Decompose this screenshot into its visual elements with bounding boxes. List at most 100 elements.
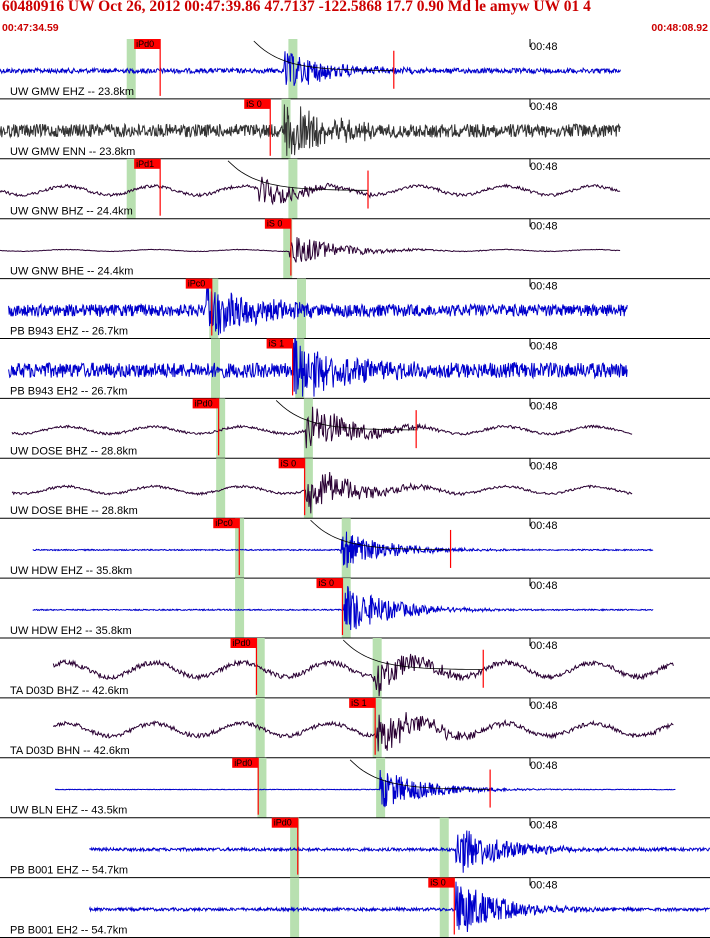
trace-label: TA D03D BHN -- 42.6km bbox=[10, 745, 130, 757]
waveform bbox=[89, 830, 710, 873]
pick-flag bbox=[134, 39, 161, 49]
pick-label: iS 0 bbox=[430, 878, 446, 888]
trace-row: iPc0 00:48 PB B943 EHZ -- 26.7km bbox=[0, 278, 710, 339]
pick-label: iS 0 bbox=[267, 219, 283, 229]
time-tick-label: 00:48 bbox=[530, 101, 558, 113]
waveform bbox=[8, 279, 628, 336]
trace-row: iS 0 00:48 PB B001 EH2 -- 54.7km bbox=[0, 877, 710, 938]
time-tick-label: 00:48 bbox=[530, 820, 558, 832]
phase-window-band bbox=[126, 158, 136, 219]
pick-label: iPc0 bbox=[215, 518, 233, 528]
time-tick-label: 00:48 bbox=[530, 760, 558, 772]
time-tick-label: 00:48 bbox=[530, 700, 558, 712]
pick-flag bbox=[316, 578, 343, 589]
pick-flag bbox=[271, 817, 298, 828]
time-tick-label: 00:48 bbox=[530, 520, 558, 532]
time-tick-label: 00:48 bbox=[530, 281, 558, 293]
trace-row: iS 0 00:48 UW HDW EH2 -- 35.8km bbox=[0, 578, 710, 639]
waveform bbox=[0, 237, 621, 263]
phase-window-band bbox=[235, 578, 245, 638]
trace-label: UW GNW BHZ -- 24.4km bbox=[10, 206, 133, 218]
trace-label: PB B001 EH2 -- 54.7km bbox=[10, 925, 127, 937]
pick-label: iS 0 bbox=[246, 99, 262, 109]
coda-curve bbox=[349, 759, 491, 790]
time-tick-label: 00:48 bbox=[530, 41, 558, 53]
pick-flag bbox=[428, 877, 455, 888]
record-header: 60480916 UW Oct 26, 2012 00:47:39.86 47.… bbox=[0, 0, 710, 40]
time-tick-label: 00:48 bbox=[530, 580, 558, 592]
window-end-time: 00:48:08.92 bbox=[651, 22, 708, 34]
phase-window-band bbox=[283, 218, 293, 279]
pick-label: iPd0 bbox=[234, 758, 252, 768]
waveform bbox=[11, 471, 633, 514]
pick-flag bbox=[230, 638, 257, 648]
pick-flag bbox=[266, 338, 293, 349]
trace-row: iS 0 00:48 UW DOSE BHE -- 28.8km bbox=[0, 458, 710, 519]
trace-row: iPd0 00:48 TA D03D BHZ -- 42.6km bbox=[0, 638, 710, 699]
trace-row: iS 1 00:48 PB B943 EH2 -- 26.7km bbox=[0, 338, 710, 399]
pick-label: iS 1 bbox=[351, 698, 367, 708]
pick-flag bbox=[213, 518, 240, 529]
trace-label: TA D03D BHZ -- 42.6km bbox=[10, 685, 128, 697]
coda-curve bbox=[253, 40, 394, 71]
phase-window-band bbox=[126, 39, 136, 99]
pick-label: iPd0 bbox=[136, 39, 154, 49]
phase-window-band bbox=[257, 757, 267, 818]
phase-window-band bbox=[439, 877, 449, 938]
time-tick-label: 00:48 bbox=[530, 640, 558, 652]
trace-row: iPd0 00:48 UW DOSE BHZ -- 28.8km bbox=[0, 398, 710, 459]
pick-flag bbox=[134, 158, 161, 169]
trace-label: UW GNW BHE -- 24.4km bbox=[10, 266, 133, 278]
pick-label: iPd0 bbox=[232, 638, 250, 648]
waveform bbox=[0, 176, 621, 206]
waveform bbox=[52, 712, 674, 752]
pick-flag bbox=[232, 757, 259, 768]
pick-label: iS 1 bbox=[269, 339, 285, 349]
trace-row: iPd1 00:48 UW GNW BHZ -- 24.4km bbox=[0, 158, 710, 220]
time-tick-label: 00:48 bbox=[530, 880, 558, 892]
phase-window-band bbox=[341, 518, 351, 579]
pick-label: iPd1 bbox=[136, 159, 154, 169]
trace-row: iPd0 00:48 UW GMW EHZ -- 23.8km bbox=[0, 39, 710, 100]
trace-label: UW DOSE BHZ -- 28.8km bbox=[10, 445, 137, 457]
trace-row: iPd0 00:48 PB B001 EHZ -- 54.7km bbox=[0, 817, 710, 879]
phase-window-band bbox=[211, 338, 220, 399]
waveform bbox=[88, 881, 710, 933]
pick-label: iS 0 bbox=[281, 458, 297, 468]
time-tick-label: 00:48 bbox=[530, 341, 558, 353]
waveform bbox=[52, 653, 674, 697]
trace-row: iS 0 00:48 UW GMW ENN -- 23.8km bbox=[0, 98, 710, 160]
waveform bbox=[8, 338, 628, 397]
trace-label: PB B001 EHZ -- 54.7km bbox=[10, 865, 128, 877]
trace-row: iPd0 00:48 UW BLN EHZ -- 43.5km bbox=[0, 757, 710, 819]
time-tick-label: 00:48 bbox=[530, 161, 558, 173]
phase-window-band bbox=[216, 398, 226, 459]
pick-label: iPd0 bbox=[274, 818, 292, 828]
phase-window-band bbox=[372, 638, 382, 698]
phase-window-band bbox=[288, 39, 298, 99]
waveform bbox=[0, 104, 621, 156]
trace-label: UW GMW ENN -- 23.8km bbox=[10, 146, 135, 158]
trace-row: iPc0 00:48 UW HDW EHZ -- 35.8km bbox=[0, 518, 710, 579]
waveform bbox=[11, 406, 633, 449]
seismogram-panel: iPd0 00:48 UW GMW EHZ -- 23.8km iS 0 00:48 UW… bbox=[0, 39, 710, 938]
waveform bbox=[32, 531, 654, 568]
coda-curve bbox=[227, 160, 368, 191]
coda-curve bbox=[342, 639, 484, 670]
trace-row: iS 0 00:48 UW GNW BHE -- 24.4km bbox=[0, 218, 710, 280]
pick-flag bbox=[244, 98, 271, 109]
event-title: 60480916 UW Oct 26, 2012 00:47:39.86 47.… bbox=[2, 0, 591, 15]
pick-flag bbox=[349, 697, 376, 708]
waveform bbox=[0, 51, 621, 86]
trace-row: iS 1 00:48 TA D03D BHN -- 42.6km bbox=[0, 697, 710, 759]
pick-flag bbox=[185, 278, 212, 289]
waveform bbox=[55, 769, 676, 808]
trace-label: UW HDW EHZ -- 35.8km bbox=[10, 565, 132, 577]
trace-label: UW GMW EHZ -- 23.8km bbox=[10, 86, 134, 98]
pick-flag bbox=[278, 458, 305, 469]
phase-window-band bbox=[439, 817, 449, 878]
window-start-time: 00:47:34.59 bbox=[2, 22, 59, 34]
pick-flag bbox=[264, 218, 291, 229]
time-tick-label: 00:48 bbox=[530, 221, 558, 233]
trace-label: UW BLN EHZ -- 43.5km bbox=[10, 805, 127, 817]
